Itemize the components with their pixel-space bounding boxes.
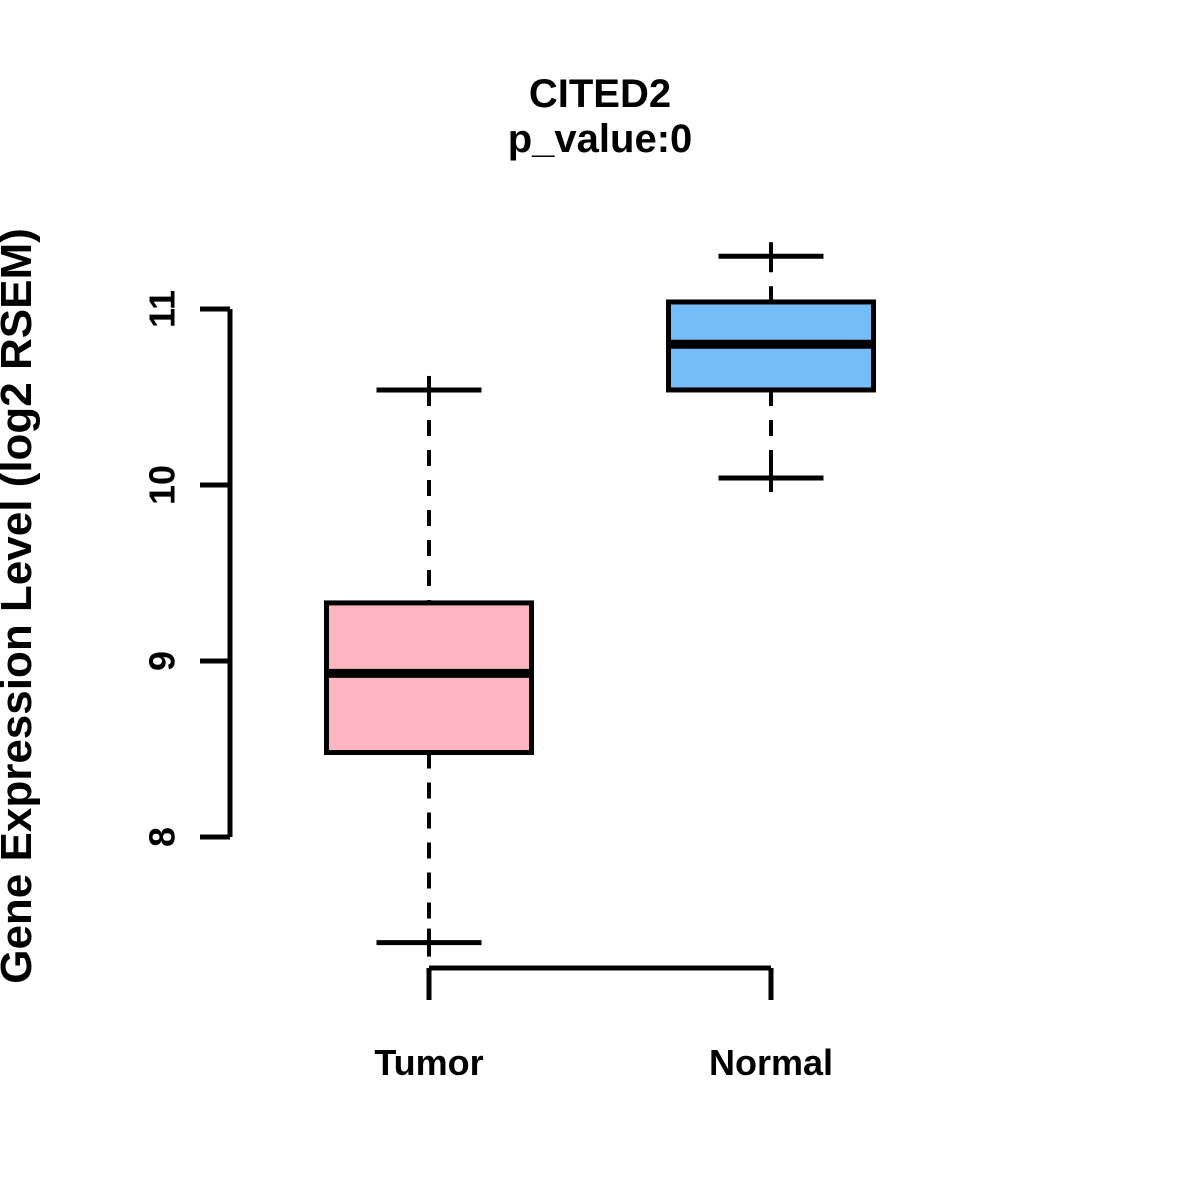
y-axis-label: Gene Expression Level (log2 RSEM) [0, 228, 41, 984]
y-tick-label: 11 [142, 290, 183, 328]
chart-plot-layer: 8 9 10 11 Tumor Normal [142, 242, 876, 1083]
category-label-tumor: Tumor [374, 1042, 483, 1083]
y-tick-label: 9 [142, 651, 183, 671]
y-tick-label: 10 [142, 465, 183, 505]
chart-text-layer: CITED2 p_value:0 Gene Expression Level (… [0, 72, 692, 984]
category-label-normal: Normal [709, 1042, 833, 1083]
chart-subtitle: p_value:0 [508, 117, 693, 161]
y-tick-label: 8 [142, 827, 183, 847]
chart-title: CITED2 [529, 72, 671, 116]
